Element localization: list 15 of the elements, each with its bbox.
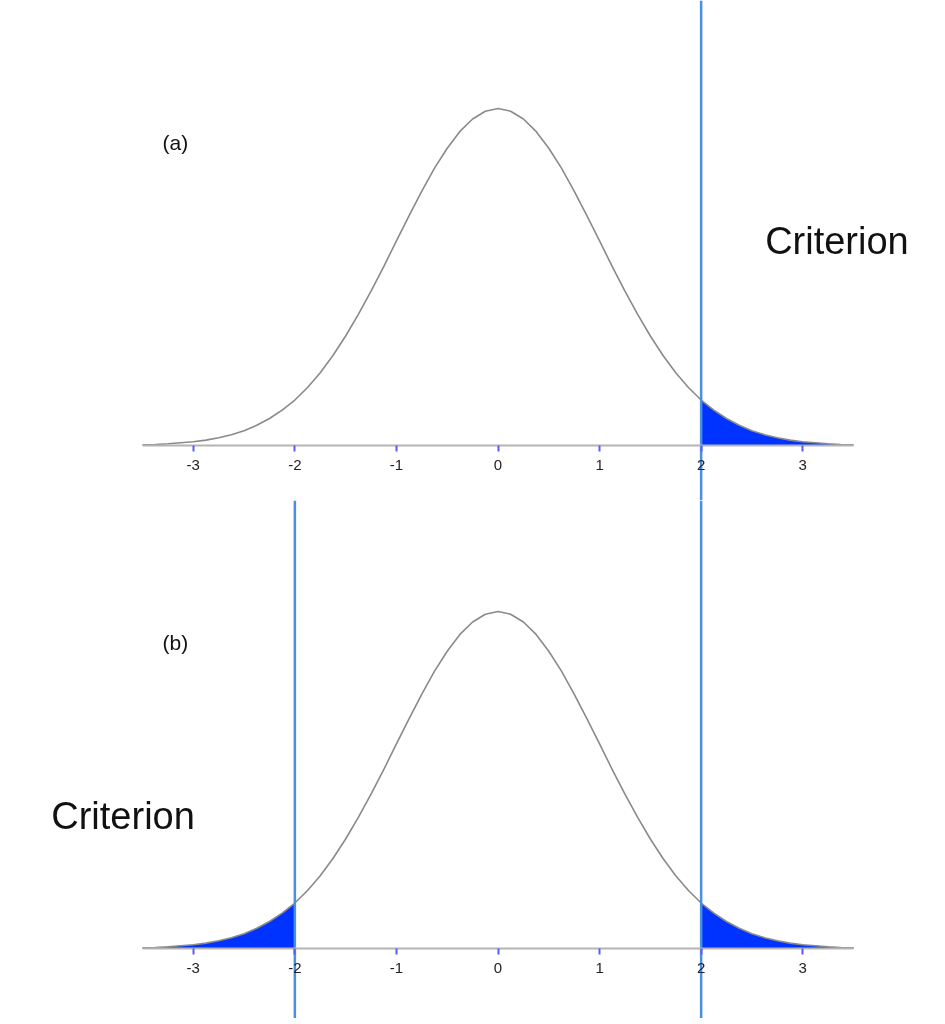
x-tick-label: -1 <box>389 958 404 976</box>
x-tick-label: 1 <box>595 455 604 473</box>
x-tick-label: 1 <box>595 958 604 976</box>
x-tick-label: 0 <box>493 958 503 976</box>
x-tick-label: -2 <box>288 455 302 473</box>
x-tick-label: 3 <box>798 455 807 473</box>
ref-line-label: Criterion <box>765 219 909 262</box>
x-tick-label: -3 <box>186 455 200 473</box>
x-tick-label: 3 <box>798 958 807 976</box>
x-tick-label: -1 <box>389 455 404 473</box>
text: (a) <box>162 131 189 154</box>
ref-line-label: Criterion <box>51 794 195 837</box>
x-tick-label: -3 <box>186 958 200 976</box>
text: (b) <box>162 631 189 654</box>
x-tick-label: 0 <box>493 455 503 473</box>
